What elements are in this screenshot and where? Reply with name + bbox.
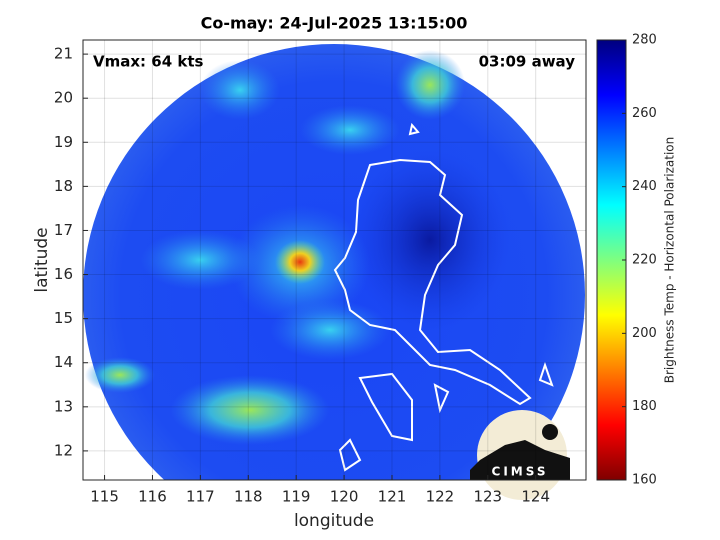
y-tick-label: 20 bbox=[54, 89, 73, 107]
x-tick-label: 117 bbox=[186, 488, 215, 506]
y-tick-label: 17 bbox=[54, 221, 73, 239]
x-tick-label: 124 bbox=[521, 488, 550, 506]
logo: CIMSS bbox=[470, 410, 570, 500]
x-tick-label: 121 bbox=[378, 488, 407, 506]
x-tick-label: 120 bbox=[330, 488, 359, 506]
x-tick-label: 122 bbox=[426, 488, 455, 506]
imagery bbox=[83, 44, 585, 480]
colorbar-tick-label: 160 bbox=[632, 473, 657, 488]
x-tick-label: 115 bbox=[90, 488, 119, 506]
colorbar-tick-label: 180 bbox=[632, 399, 657, 414]
x-axis-label: longitude bbox=[294, 511, 374, 531]
x-tick-label: 123 bbox=[473, 488, 502, 506]
y-tick-label: 12 bbox=[54, 441, 73, 459]
x-tick-label: 118 bbox=[234, 488, 263, 506]
x-tick-label: 116 bbox=[138, 488, 167, 506]
colorbar-tick-label: 220 bbox=[632, 253, 657, 268]
y-tick-label: 13 bbox=[54, 397, 73, 415]
logo-text: CIMSS bbox=[492, 465, 549, 479]
colorbar-label: Brightness Temp - Horizontal Polarizatio… bbox=[663, 137, 677, 384]
colorbar bbox=[596, 39, 627, 481]
y-tick-label: 14 bbox=[54, 353, 73, 371]
y-tick-label: 18 bbox=[54, 177, 73, 195]
y-axis-label: latitude bbox=[32, 227, 52, 292]
colorbar-tick-label: 260 bbox=[632, 106, 657, 121]
colorbar-tick-label: 240 bbox=[632, 179, 657, 194]
chart-title: Co-may: 24-Jul-2025 13:15:00 bbox=[201, 14, 468, 33]
colorbar-tick-label: 200 bbox=[632, 326, 657, 341]
y-tick-label: 16 bbox=[54, 265, 73, 283]
x-tick-label: 119 bbox=[282, 488, 311, 506]
y-tick-label: 19 bbox=[54, 133, 73, 151]
annotation: Vmax: 64 kts bbox=[93, 53, 203, 71]
annotation: 03:09 away bbox=[479, 53, 576, 71]
colorbar-tick-label: 280 bbox=[632, 33, 657, 48]
plot-frame bbox=[82, 39, 587, 481]
y-tick-label: 15 bbox=[54, 309, 73, 327]
y-tick-label: 21 bbox=[54, 45, 73, 63]
